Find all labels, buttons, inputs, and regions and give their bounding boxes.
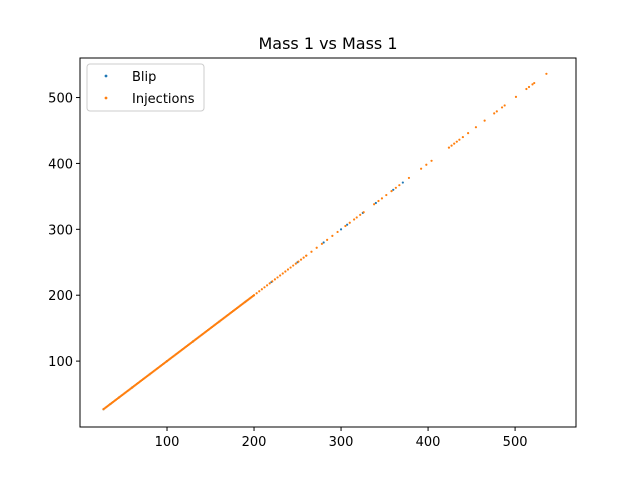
injection-point [286, 268, 290, 271]
x-tick-label: 300 [329, 435, 354, 450]
injection-point [467, 132, 470, 135]
blip-point [392, 188, 395, 191]
injection-point [284, 270, 287, 273]
injection-point [362, 211, 365, 214]
injection-point [268, 282, 271, 285]
blip-point [339, 228, 343, 231]
plot-points [102, 72, 548, 411]
injection-point [294, 262, 297, 265]
injection-point [310, 250, 313, 253]
x-tick-label: 200 [242, 435, 267, 450]
injection-point [355, 216, 358, 219]
injection-point [373, 203, 376, 206]
injection-point [281, 272, 284, 275]
injection-point [514, 95, 518, 98]
injection-point [447, 146, 451, 149]
x-axis: 100 200 300 400 500 [155, 427, 528, 450]
x-tick-label: 100 [155, 435, 180, 450]
injection-point [458, 138, 461, 141]
injection-point [276, 276, 279, 279]
injection-point [344, 224, 347, 228]
blip-point [346, 223, 349, 226]
injection-point [503, 104, 506, 107]
injection-point [263, 286, 266, 289]
injection-point [271, 280, 274, 283]
injection-point [531, 83, 534, 86]
injection-point [260, 288, 263, 291]
injection-point [453, 142, 456, 145]
injection-point [455, 140, 458, 143]
injection-point [305, 254, 308, 257]
injection-point [380, 197, 384, 200]
injection-point [430, 159, 433, 162]
x-tick-label: 400 [416, 435, 441, 450]
injection-point [425, 163, 428, 166]
legend-label: Blip [132, 70, 156, 85]
injection-point [398, 184, 401, 187]
y-tick-label: 500 [48, 92, 73, 107]
injection-point [289, 266, 292, 269]
injection-point [420, 167, 423, 170]
injection-point [493, 112, 496, 115]
blip-point [322, 241, 325, 244]
injection-point [320, 242, 324, 245]
chart-title: Mass 1 vs Mass 1 [258, 34, 397, 53]
blip-point [374, 201, 377, 205]
injection-point [252, 294, 256, 297]
y-tick-label: 400 [48, 157, 73, 172]
injection-point [348, 221, 351, 224]
injection-point [273, 278, 277, 281]
injection-point [315, 246, 318, 249]
injection-point [461, 135, 464, 139]
injection-point [394, 186, 397, 189]
injection-point [353, 218, 356, 221]
injection-point [331, 234, 334, 238]
legend-box [86, 63, 205, 112]
injection-point [407, 176, 411, 180]
injection-point [336, 230, 339, 234]
injection-point [474, 126, 478, 129]
injection-point [500, 106, 504, 109]
injection-point [450, 144, 453, 147]
legend-marker [104, 74, 108, 78]
injection-point [545, 72, 548, 75]
injection-point [292, 264, 295, 267]
legend-marker [104, 96, 108, 100]
legend: Blip Injections [86, 63, 205, 112]
injection-point [483, 119, 486, 122]
blip-point [401, 181, 404, 184]
y-tick-label: 300 [48, 223, 73, 238]
injection-point [297, 260, 300, 263]
injection-point [279, 274, 282, 277]
injection-point [377, 199, 380, 203]
y-axis: 100 200 300 400 500 [48, 92, 80, 370]
injection-point [265, 284, 269, 287]
legend-label: Injections [132, 92, 195, 107]
injection-point [258, 290, 261, 293]
injection-point [533, 81, 536, 85]
injection-point [525, 87, 528, 91]
injection-point [326, 238, 329, 241]
x-tick-label: 500 [503, 435, 528, 450]
injection-point [299, 258, 303, 261]
injection-point [359, 213, 362, 216]
y-tick-label: 100 [48, 355, 73, 370]
y-tick-label: 200 [48, 289, 73, 304]
injection-point [255, 292, 258, 295]
injection-point [385, 193, 388, 197]
injection-point [495, 110, 498, 113]
injection-point [302, 256, 305, 259]
injection-point [390, 190, 393, 193]
injection-point [527, 85, 531, 89]
plot-frame [79, 57, 577, 428]
